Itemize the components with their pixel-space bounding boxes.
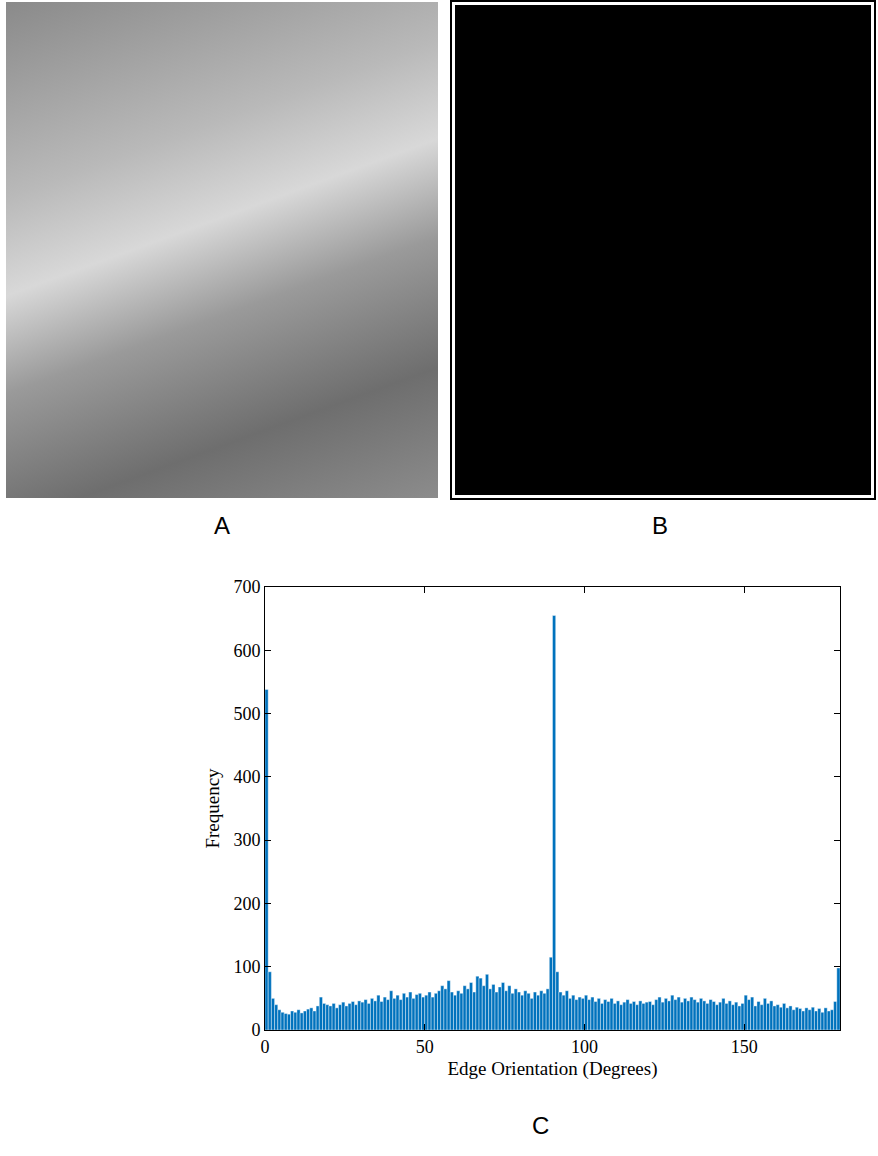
html-text:A: A: [214, 512, 230, 539]
svg-text:0: 0: [261, 1037, 270, 1057]
svg-text:Frequency: Frequency: [202, 768, 223, 849]
svg-text:150: 150: [731, 1037, 758, 1057]
svg-text:300: 300: [233, 830, 260, 850]
html-text:C: C: [532, 1112, 550, 1139]
svg-text:400: 400: [233, 767, 260, 787]
html-text:B: B: [652, 512, 668, 539]
svg-text:200: 200: [233, 894, 260, 914]
svg-text:700: 700: [233, 577, 260, 597]
svg-text:600: 600: [233, 641, 260, 661]
svg-text:100: 100: [233, 957, 260, 977]
svg-text:0: 0: [251, 1020, 260, 1040]
svg-text:Edge Orientation (Degrees): Edge Orientation (Degrees): [448, 1058, 658, 1080]
svg-text:500: 500: [233, 704, 260, 724]
svg-text:50: 50: [416, 1037, 434, 1057]
svg-text:100: 100: [571, 1037, 598, 1057]
